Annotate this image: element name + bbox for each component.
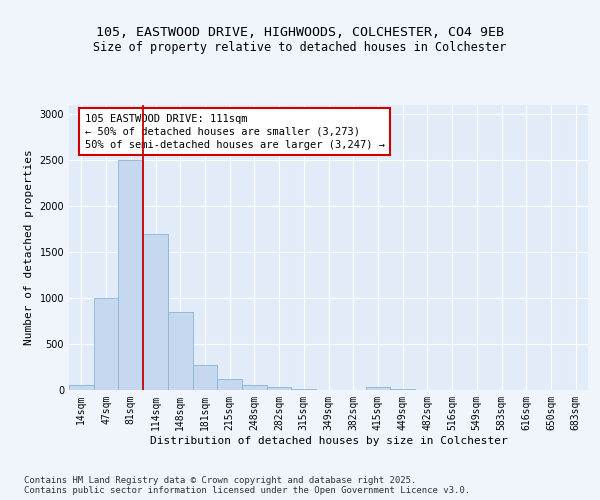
Bar	[94, 298, 118, 390]
Y-axis label: Number of detached properties: Number of detached properties	[24, 150, 34, 346]
Bar	[143, 234, 168, 390]
Bar	[193, 365, 217, 390]
Bar	[242, 386, 267, 390]
Bar	[365, 387, 390, 390]
Bar	[168, 312, 193, 390]
Bar	[69, 386, 94, 390]
Bar	[267, 387, 292, 390]
Text: 105 EASTWOOD DRIVE: 111sqm
← 50% of detached houses are smaller (3,273)
50% of s: 105 EASTWOOD DRIVE: 111sqm ← 50% of deta…	[85, 114, 385, 150]
Bar	[217, 380, 242, 390]
Text: 105, EASTWOOD DRIVE, HIGHWOODS, COLCHESTER, CO4 9EB: 105, EASTWOOD DRIVE, HIGHWOODS, COLCHEST…	[96, 26, 504, 39]
Bar	[292, 389, 316, 390]
Bar	[390, 388, 415, 390]
X-axis label: Distribution of detached houses by size in Colchester: Distribution of detached houses by size …	[149, 436, 508, 446]
Text: Size of property relative to detached houses in Colchester: Size of property relative to detached ho…	[94, 41, 506, 54]
Text: Contains HM Land Registry data © Crown copyright and database right 2025.
Contai: Contains HM Land Registry data © Crown c…	[24, 476, 470, 495]
Bar	[118, 160, 143, 390]
